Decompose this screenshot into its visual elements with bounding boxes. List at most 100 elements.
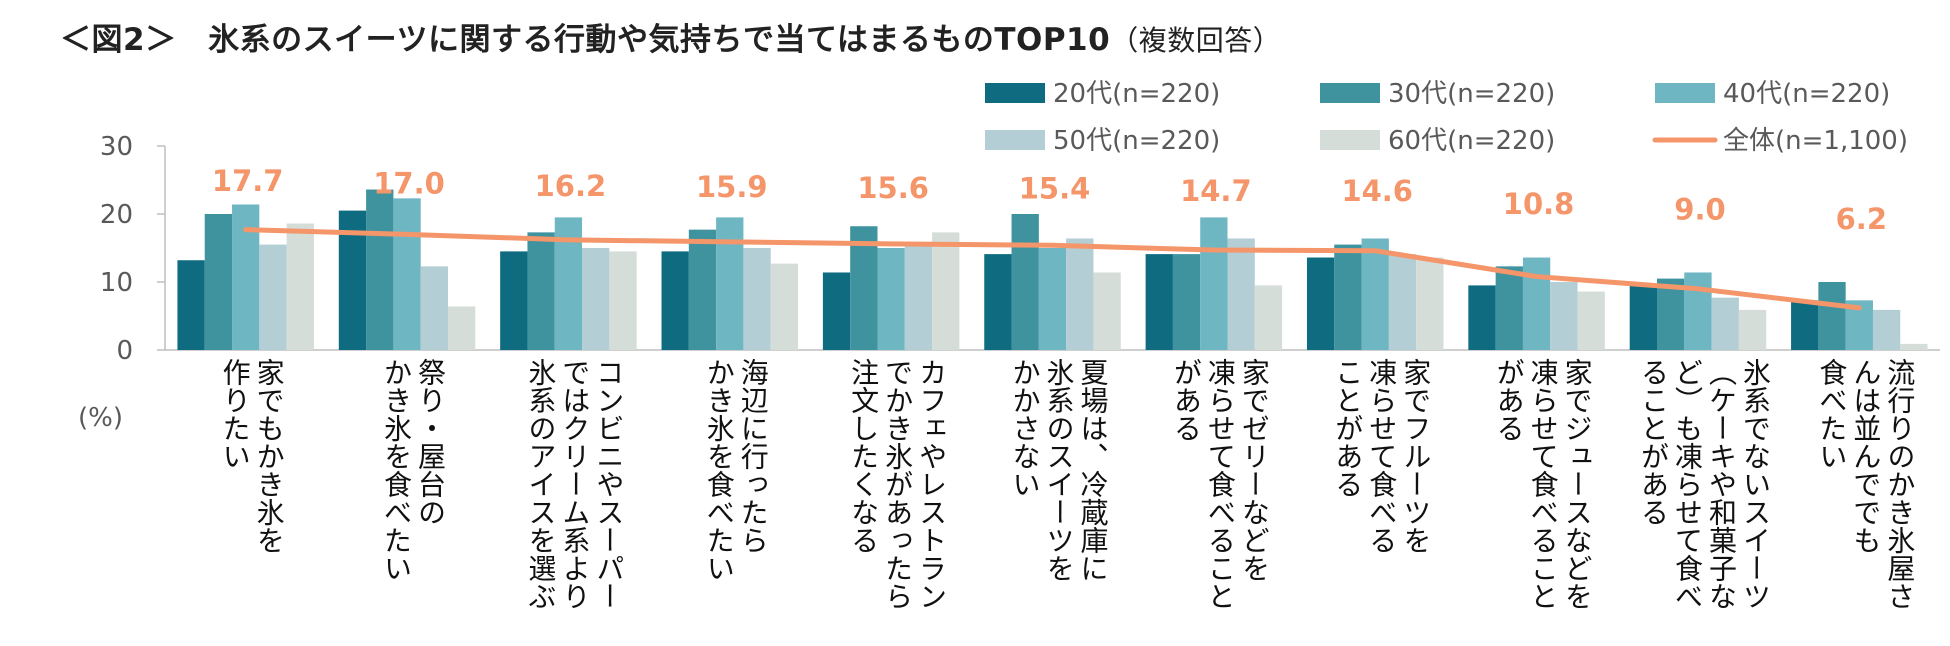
chart-title-sub: （複数回答） bbox=[1110, 24, 1282, 57]
bar bbox=[1334, 244, 1362, 350]
legend-label: 40代(n=220) bbox=[1723, 79, 1890, 109]
bar bbox=[1172, 254, 1201, 350]
data-labels: 17.7 17.0 16.2 15.9 15.6 15.4 14.7 14.6 10.8 9.0 6… bbox=[212, 164, 1887, 236]
bar bbox=[177, 260, 205, 350]
x-tick-label-line: 夏場は、冷蔵庫に bbox=[1076, 358, 1110, 582]
data-label: 14.6 bbox=[1341, 174, 1413, 208]
x-tick-label: 流行りのかき氷屋さ んは並んででも 食べたい bbox=[1814, 358, 1916, 638]
x-tick-label: 祭り・屋台の かき氷を食べたい bbox=[379, 358, 447, 638]
data-label: 6.2 bbox=[1836, 202, 1887, 236]
bar bbox=[716, 217, 744, 350]
bar bbox=[1550, 282, 1578, 350]
bar bbox=[1629, 285, 1658, 350]
bar bbox=[932, 232, 960, 350]
legend-label: 20代(n=220) bbox=[1053, 79, 1220, 109]
legend-swatch bbox=[1320, 83, 1380, 103]
bar bbox=[366, 189, 394, 350]
legend-label: 全体(n=1,100) bbox=[1723, 126, 1908, 156]
x-tick-label: 家でゼリーなどを 凍らせて食べること がある bbox=[1169, 358, 1271, 638]
x-tick-label: カフェやレストラン でかき氷があったら 注文したくなる bbox=[846, 358, 948, 638]
x-tick-label-line: 凍らせて食べること bbox=[1526, 358, 1560, 610]
x-tick-label: コンビニやスーパー ではクリーム系より 氷系のアイスを選ぶ bbox=[523, 358, 625, 638]
bar bbox=[527, 232, 555, 350]
x-tick-label: 家でジュースなどを 凍らせて食べること がある bbox=[1492, 358, 1594, 638]
x-tick-label-line: 凍らせて食べること bbox=[1203, 358, 1237, 610]
bar bbox=[609, 251, 637, 350]
x-tick-label-line: かき氷を食べたい bbox=[702, 358, 736, 582]
legend: 20代(n=220) 30代(n=220) 40代(n=220) 50代(n=220)… bbox=[985, 79, 1908, 156]
bar bbox=[500, 251, 528, 350]
x-tick-label-line: 食べたい bbox=[1815, 358, 1849, 470]
bar bbox=[850, 226, 878, 350]
bar bbox=[1145, 254, 1173, 350]
x-tick-label-line: 家でもかき氷を bbox=[252, 358, 286, 554]
overall-line bbox=[243, 227, 1862, 311]
data-label: 16.2 bbox=[535, 169, 607, 203]
bar bbox=[420, 266, 448, 350]
bar bbox=[822, 272, 851, 350]
data-label: 15.6 bbox=[857, 171, 929, 205]
bar bbox=[1684, 272, 1712, 350]
x-tick-label: 家でフルーツを 凍らせて食べる ことがある bbox=[1330, 358, 1432, 638]
x-tick-label-line: 氷系のスイーツを bbox=[1042, 358, 1076, 582]
bar bbox=[259, 244, 287, 350]
legend-swatch bbox=[985, 130, 1045, 150]
bar bbox=[1066, 238, 1094, 350]
bar bbox=[1872, 309, 1901, 350]
x-tick-label: 夏場は、冷蔵庫に 氷系のスイーツを かかさない bbox=[1008, 358, 1110, 638]
legend-swatch bbox=[985, 83, 1045, 103]
data-label: 17.0 bbox=[373, 166, 445, 200]
chart-title: ＜図2＞ 氷系のスイーツに関する行動や気持ちで当てはまるものTOP10（複数回答… bbox=[60, 14, 1281, 59]
x-tick-label-line: コンビニやスーパー bbox=[592, 358, 626, 610]
x-tick-label-line: でかき氷があったら bbox=[881, 358, 915, 610]
legend-label: 60代(n=220) bbox=[1388, 126, 1555, 156]
bar bbox=[904, 241, 933, 350]
bar bbox=[204, 214, 233, 350]
bar bbox=[1522, 257, 1551, 350]
x-tick-label-line: ど）も凍らせて食べ bbox=[1670, 358, 1704, 610]
legend-label: 30代(n=220) bbox=[1388, 79, 1555, 109]
x-tick-label-line: 家でジュースなどを bbox=[1560, 358, 1594, 610]
bar bbox=[1657, 278, 1685, 350]
x-tick-label-line: 祭り・屋台の bbox=[414, 358, 448, 526]
bars bbox=[177, 189, 1928, 350]
bar bbox=[1038, 248, 1067, 350]
x-tick-label: 海辺に行ったら かき氷を食べたい bbox=[702, 358, 770, 638]
y-tick-label: 10 bbox=[100, 268, 133, 298]
data-label: 9.0 bbox=[1674, 193, 1725, 227]
x-tick-label-line: ることがある bbox=[1636, 358, 1670, 526]
bar bbox=[661, 251, 689, 350]
bar bbox=[1093, 272, 1121, 350]
bar bbox=[1818, 282, 1846, 350]
x-tick-label-line: 凍らせて食べる bbox=[1365, 358, 1399, 554]
x-tick-label-line: 家でフルーツを bbox=[1399, 358, 1433, 554]
bar bbox=[1900, 343, 1928, 350]
x-tick-label-line: 注文したくなる bbox=[847, 358, 881, 554]
data-label: 17.7 bbox=[212, 164, 284, 198]
x-tick-label-line: （ケーキや和菓子な bbox=[1704, 358, 1738, 610]
bar bbox=[1791, 300, 1819, 350]
bar bbox=[770, 263, 799, 350]
legend-swatch bbox=[1655, 83, 1715, 103]
bar bbox=[232, 204, 260, 350]
bar bbox=[393, 198, 421, 350]
chart-title-main: ＜図2＞ 氷系のスイーツに関する行動や気持ちで当てはまるものTOP10 bbox=[60, 22, 1111, 58]
bar bbox=[1388, 254, 1417, 350]
y-tick-label: 30 bbox=[100, 132, 133, 162]
x-tick-label-line: 作りたい bbox=[218, 358, 252, 470]
x-tick-label-line: ことがある bbox=[1331, 358, 1365, 498]
overall-series-line bbox=[243, 227, 1862, 311]
unit-label: (%) bbox=[78, 403, 123, 433]
bar bbox=[286, 223, 314, 350]
bar bbox=[1416, 257, 1444, 350]
x-tick-label-line: ではクリーム系より bbox=[558, 358, 592, 610]
x-tick-label: 氷系でないスイーツ （ケーキや和菓子な ど）も凍らせて食べ ることがある bbox=[1636, 358, 1772, 638]
x-tick-label-line: カフェやレストラン bbox=[915, 358, 949, 610]
x-tick-label-line: 氷系でないスイーツ bbox=[1738, 358, 1772, 610]
bar bbox=[1711, 297, 1739, 350]
x-tick-label-line: がある bbox=[1492, 358, 1526, 442]
x-tick-label-line: んは並んででも bbox=[1849, 358, 1883, 554]
x-tick-label-line: 海辺に行ったら bbox=[736, 358, 770, 554]
bar bbox=[582, 248, 610, 350]
